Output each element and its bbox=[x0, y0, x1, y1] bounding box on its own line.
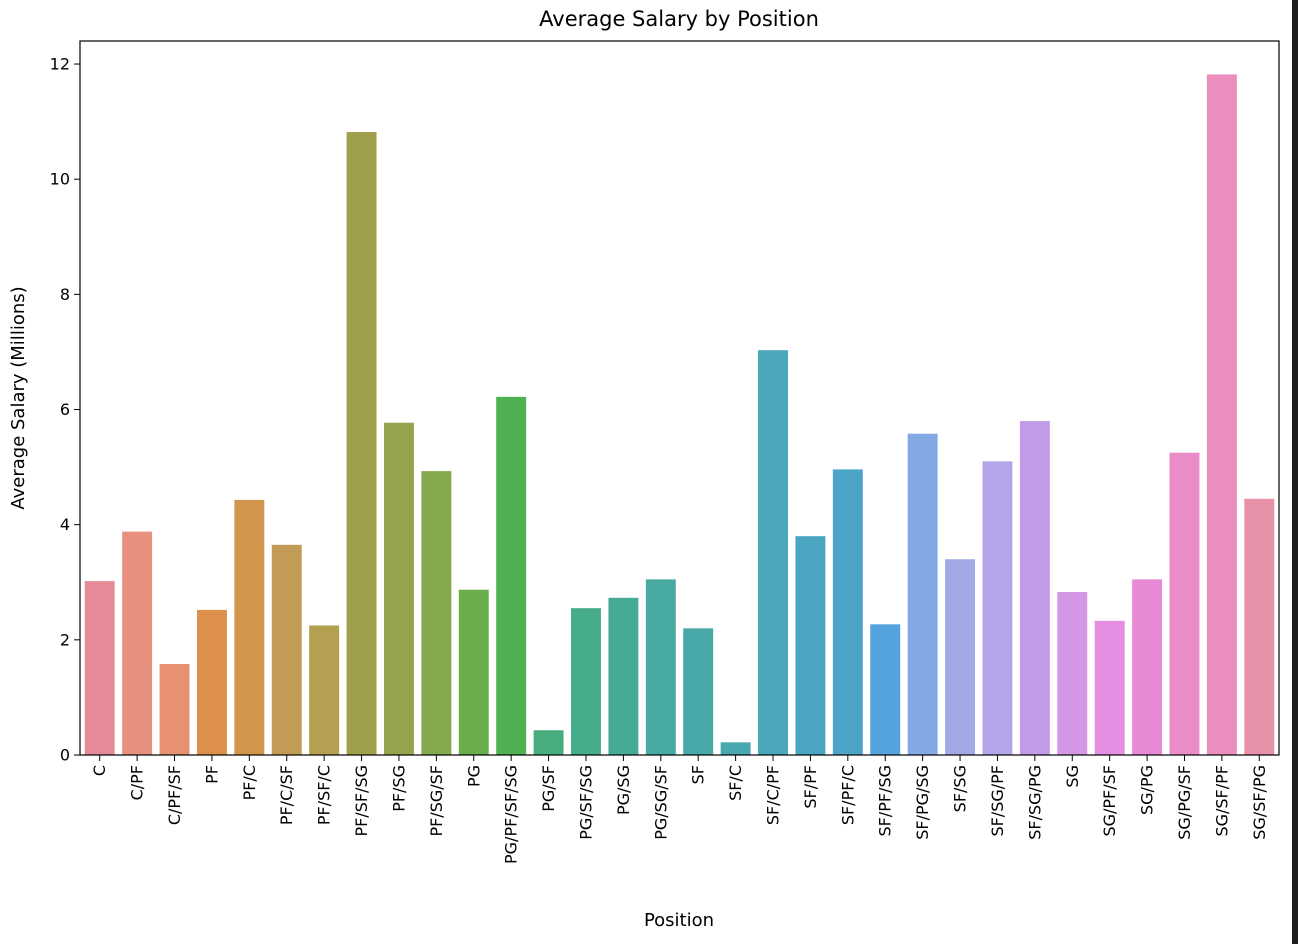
bar-sg-pg bbox=[1132, 579, 1163, 755]
bar-pf-sf-sg bbox=[346, 131, 377, 756]
y-tick-label: 2 bbox=[60, 630, 70, 649]
bar-pf-sf-c bbox=[309, 625, 340, 755]
y-axis-ticks: 0 2 4 6 8 10 12 bbox=[50, 55, 80, 765]
x-tick-label: SG/PF/SF bbox=[1100, 765, 1119, 837]
y-tick-label: 12 bbox=[50, 55, 70, 74]
x-tick-label: SF/PG/SG bbox=[913, 765, 932, 840]
bar-pg bbox=[458, 589, 489, 755]
x-tick-label: PF/SF/C bbox=[315, 765, 334, 825]
x-tick-label: PF bbox=[202, 765, 221, 784]
x-tick-label: PF/SG/SF bbox=[427, 765, 446, 837]
x-tick-label: PF/C/SF bbox=[277, 765, 296, 825]
bar-sg bbox=[1057, 592, 1088, 755]
x-tick-label: SF/SG/PF bbox=[988, 765, 1007, 837]
bar-c-pf bbox=[122, 531, 153, 755]
bar-sg-pg-sf bbox=[1169, 452, 1200, 755]
bar-sf-sg-pf bbox=[982, 461, 1013, 755]
bar-sg-pf-sf bbox=[1094, 620, 1125, 755]
x-tick-label: PG/SF bbox=[539, 765, 558, 812]
x-tick-label: SF/C/PF bbox=[764, 765, 783, 825]
x-tick-label: PG/SG/SF bbox=[651, 765, 670, 840]
bar-pg-sg-sf bbox=[645, 579, 676, 755]
x-axis-label: Position bbox=[644, 910, 714, 931]
x-tick-label: SF bbox=[689, 765, 708, 784]
x-tick-label: SF/C bbox=[726, 765, 745, 801]
bar-sf-pf-sg bbox=[870, 624, 901, 755]
window-edge bbox=[1292, 0, 1298, 944]
bar-c-pf-sf bbox=[159, 664, 190, 755]
y-tick-label: 10 bbox=[50, 170, 70, 189]
bar-pf-sg-sf bbox=[421, 471, 452, 755]
bar-sf-pg-sg bbox=[907, 433, 938, 755]
x-axis-ticks: C C/PF C/PF/SF PF PF/C PF/C/SF PF/SF/C PF/SF/SG… bbox=[90, 755, 1269, 864]
bar-sg-sf-pf bbox=[1206, 74, 1237, 755]
bar-sg-sf-pg bbox=[1244, 498, 1275, 755]
x-tick-label: SF/PF bbox=[801, 765, 820, 809]
bar-pg-pf-sf-sg bbox=[496, 396, 527, 755]
x-tick-label: PG bbox=[464, 765, 483, 787]
x-tick-label: PG/PF/SF/SG bbox=[502, 765, 521, 864]
y-tick-label: 6 bbox=[60, 400, 70, 419]
y-axis-label: Average Salary (Millions) bbox=[8, 286, 29, 509]
x-tick-label: PF/SF/SG bbox=[352, 765, 371, 837]
x-tick-label: SF/SG bbox=[951, 765, 970, 812]
bar-sf-sg bbox=[945, 559, 976, 755]
x-tick-label: PG/SG bbox=[614, 765, 633, 815]
bar-sf-c bbox=[720, 742, 751, 755]
x-tick-label: SG/SF/PF bbox=[1212, 765, 1231, 837]
bars-group bbox=[84, 74, 1275, 756]
x-tick-label: SG bbox=[1063, 765, 1082, 788]
bar-pg-sg bbox=[608, 597, 639, 755]
bar-sf-pf-c bbox=[832, 469, 863, 755]
bar-pf bbox=[196, 609, 227, 755]
y-tick-label: 0 bbox=[60, 746, 70, 765]
bar-pf-sg bbox=[383, 422, 414, 755]
bar-pf-c-sf bbox=[271, 544, 302, 755]
plot-frame bbox=[79, 40, 1280, 756]
x-tick-label: SF/SG/PG bbox=[1025, 765, 1044, 840]
chart-title: Average Salary by Position bbox=[539, 7, 819, 31]
bar-sf-c-pf bbox=[758, 350, 788, 755]
x-tick-label: PG/SF/SG bbox=[576, 765, 595, 840]
bar-c bbox=[84, 581, 115, 755]
bar-sf-pf bbox=[795, 536, 826, 755]
bar-sf-sg-pg bbox=[1019, 421, 1050, 755]
bar-sf bbox=[683, 628, 714, 755]
y-tick-label: 4 bbox=[60, 515, 70, 534]
bar-pg-sf bbox=[533, 730, 564, 755]
x-tick-label: C/PF bbox=[128, 765, 147, 800]
x-tick-label: SG/PG bbox=[1138, 765, 1157, 815]
bar-pf-c bbox=[234, 499, 265, 755]
x-tick-label: C/PF/SF bbox=[165, 765, 184, 825]
x-tick-label: PF/C bbox=[240, 765, 259, 800]
x-tick-label: C bbox=[90, 765, 109, 776]
x-tick-label: SF/PF/SG bbox=[876, 765, 895, 837]
x-tick-label: SG/PG/SF bbox=[1175, 765, 1194, 840]
x-tick-label: PF/SG bbox=[389, 765, 408, 812]
x-tick-label: SF/PF/C bbox=[838, 765, 857, 825]
bar-pg-sf-sg bbox=[571, 608, 601, 755]
y-tick-label: 8 bbox=[60, 285, 70, 304]
x-tick-label: SG/SF/PG bbox=[1250, 765, 1269, 840]
